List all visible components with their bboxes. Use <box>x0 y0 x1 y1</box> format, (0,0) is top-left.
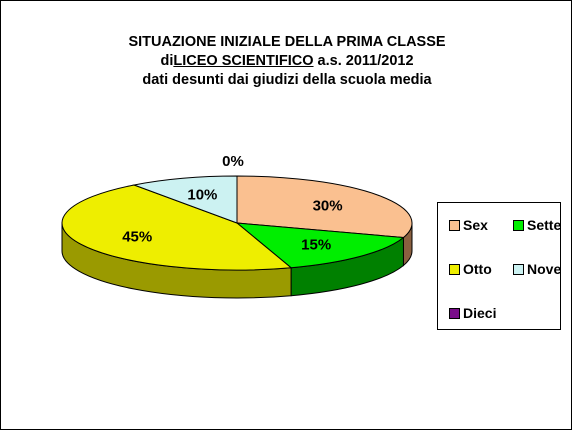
legend-label-nove: Nove <box>527 261 562 277</box>
pie-slice-otto <box>61 184 293 271</box>
pie-slice-nove <box>132 175 238 224</box>
data-label-sette: 15% <box>301 236 331 253</box>
title-line-3: dati desunti dai giudizi della scuola me… <box>1 71 572 90</box>
chart-title: SITUAZIONE INIZIALE DELLA PRIMA CLASSE d… <box>1 33 572 90</box>
legend-swatch-nove <box>513 263 524 275</box>
data-label-otto: 45% <box>122 229 152 246</box>
legend-item-otto: Otto <box>449 261 492 277</box>
data-label-sex: 30% <box>313 197 343 214</box>
legend-label-dieci: Dieci <box>463 305 497 321</box>
title-line-3-text: dati desunti dai giudizi della scuola me… <box>142 72 432 88</box>
legend: Sex Sette Otto Nove Dieci <box>437 202 561 330</box>
legend-item-sette: Sette <box>513 217 561 233</box>
legend-swatch-sex <box>449 219 460 231</box>
pie-slice-sette <box>235 222 405 269</box>
title-line-2-school: LICEO SCIENTIFICO <box>173 53 314 69</box>
title-line-2-prefix: di <box>160 53 174 69</box>
data-label-dieci: 0% <box>222 153 244 170</box>
legend-swatch-sette <box>513 219 524 231</box>
title-line-1-text: SITUAZIONE INIZIALE DELLA PRIMA CLASSE <box>128 34 446 50</box>
legend-swatch-otto <box>449 263 460 275</box>
legend-label-sette: Sette <box>527 217 562 233</box>
title-line-2: diLICEO SCIENTIFICO a.s. 2011/2012 <box>1 52 572 71</box>
title-line-2-year: a.s. 2011/2012 <box>313 53 414 69</box>
title-line-1: SITUAZIONE INIZIALE DELLA PRIMA CLASSE <box>1 33 572 52</box>
legend-swatch-dieci <box>449 307 460 319</box>
legend-item-dieci: Dieci <box>449 305 496 321</box>
legend-item-nove: Nove <box>513 261 561 277</box>
data-label-nove: 10% <box>187 186 217 203</box>
legend-label-sex: Sex <box>463 217 488 233</box>
legend-item-sex: Sex <box>449 217 488 233</box>
legend-label-otto: Otto <box>463 261 492 277</box>
pie-slice-sex <box>236 175 413 239</box>
